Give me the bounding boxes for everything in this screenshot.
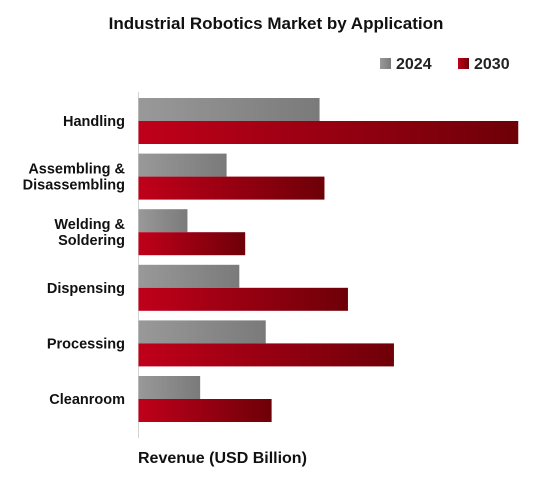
legend-label-2024: 2024 bbox=[396, 56, 432, 73]
category-label-welding-and-soldering: Welding & Soldering bbox=[54, 217, 125, 249]
bar-2024-welding-and-soldering bbox=[138, 209, 188, 233]
bar-2024-handling bbox=[138, 98, 320, 121]
legend-swatch-2030 bbox=[458, 58, 469, 69]
category-label-handling: Handling bbox=[63, 114, 125, 130]
bar-2030-dispensing bbox=[138, 287, 348, 311]
bar-2024-dispensing bbox=[138, 264, 240, 288]
category-label-cleanroom: Cleanroom bbox=[49, 392, 125, 408]
bar-2024-processing bbox=[138, 320, 266, 344]
legend-label-2030: 2030 bbox=[474, 56, 510, 73]
bar-2030-processing bbox=[138, 343, 394, 367]
category-label-assembling-and-disassembling: Assembling & Disassembling bbox=[23, 162, 126, 194]
bars bbox=[138, 98, 519, 422]
x-axis-label: Revenue (USD Billion) bbox=[138, 450, 307, 467]
category-labels: Handling Assembling & Disassembling Welding… bbox=[23, 114, 126, 408]
chart-title: Industrial Robotics Market by Applicatio… bbox=[109, 14, 444, 33]
category-label-dispensing: Dispensing bbox=[47, 281, 125, 297]
bar-2030-welding-and-soldering bbox=[138, 232, 246, 256]
bar-2024-assembling-and-disassembling bbox=[138, 153, 227, 177]
category-label-processing: Processing bbox=[47, 336, 125, 352]
bar-2024-cleanroom bbox=[138, 376, 201, 399]
bar-2030-assembling-and-disassembling bbox=[138, 176, 325, 200]
legend-swatch-2024 bbox=[380, 58, 391, 69]
legend: 2024 2030 bbox=[380, 56, 510, 73]
bar-2030-cleanroom bbox=[138, 399, 272, 422]
bar-2030-handling bbox=[138, 121, 519, 144]
